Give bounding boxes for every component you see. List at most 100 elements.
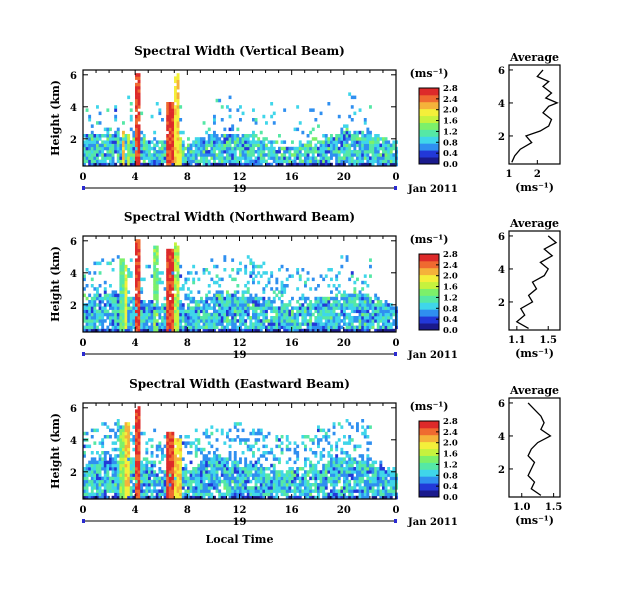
heatmap-cell — [171, 328, 175, 333]
heatmap-cell — [223, 319, 227, 323]
colorbar-swatch — [419, 254, 439, 262]
heatmap-cell — [96, 489, 99, 493]
heatmap-cell — [215, 467, 219, 471]
heatmap-cell — [379, 473, 383, 477]
heatmap-cell — [166, 290, 170, 294]
heatmap-cell — [265, 476, 268, 481]
heatmap-cell — [88, 483, 92, 487]
heatmap-cell — [127, 492, 131, 497]
heatmap-cell — [348, 134, 352, 138]
heatmap-cell — [343, 467, 346, 471]
heatmap-cell — [153, 483, 157, 487]
heatmap-cell — [98, 146, 102, 151]
heatmap-cell — [317, 319, 320, 323]
heatmap-cell — [382, 156, 385, 160]
heatmap-cell — [98, 121, 102, 125]
heatmap-cell — [254, 159, 258, 164]
heatmap-cell — [387, 467, 391, 471]
heatmap-cell — [270, 316, 274, 320]
heatmap-cell — [246, 137, 250, 141]
heatmap-cell — [280, 287, 284, 291]
heatmap-cell — [285, 159, 289, 164]
heatmap-cell — [340, 451, 344, 455]
heatmap-cell — [335, 492, 339, 497]
heatmap-cell — [106, 463, 110, 468]
heatmap-cell — [376, 312, 380, 317]
heatmap-cell — [194, 444, 198, 449]
heatmap-cell — [228, 274, 232, 278]
heatmap-cell — [257, 495, 261, 500]
heatmap-cell — [392, 467, 396, 471]
heatmap-cell — [176, 325, 180, 330]
heatmap-cell — [137, 271, 141, 275]
heatmap-cell — [176, 290, 180, 294]
heatmap-cell — [171, 111, 175, 116]
heatmap-cell — [153, 428, 157, 433]
heatmap-cell — [124, 293, 128, 298]
heatmap-cell — [90, 306, 94, 310]
heatmap-cell — [109, 153, 112, 157]
heatmap-cell — [174, 76, 177, 80]
heatmap-cell — [148, 140, 151, 144]
heatmap-cell — [135, 460, 138, 465]
heatmap-cell — [215, 300, 219, 304]
heatmap-cell — [298, 479, 302, 484]
heatmap-cell — [179, 328, 183, 333]
heatmap-cell — [90, 470, 94, 474]
heatmap-cell — [233, 476, 237, 481]
heatmap-cell — [374, 156, 378, 160]
x-tick-label: 16 — [285, 505, 299, 516]
heatmap-cell — [319, 159, 323, 164]
heatmap-cell — [210, 492, 214, 497]
heatmap-cell — [231, 312, 235, 317]
heatmap-cell — [213, 134, 216, 138]
colorbar-tick-label: 0.4 — [443, 482, 458, 492]
heatmap-cell — [353, 328, 357, 333]
heatmap-cell — [161, 143, 164, 148]
heatmap-cell — [322, 134, 326, 138]
heatmap-cell — [197, 476, 201, 481]
heatmap-cell — [127, 325, 131, 330]
heatmap-cell — [166, 156, 170, 160]
heatmap-cell — [106, 261, 110, 266]
heatmap-cell — [103, 435, 107, 439]
heatmap-cell — [374, 495, 378, 500]
heatmap-cell — [272, 325, 276, 330]
heatmap-cell — [103, 467, 107, 471]
heatmap-cell — [330, 489, 333, 493]
heatmap-cell — [361, 325, 365, 330]
heatmap-cell — [257, 306, 261, 310]
heatmap-cell — [83, 319, 86, 323]
heatmap-cell — [319, 319, 323, 323]
heatmap-cell — [163, 140, 167, 144]
heatmap-cell — [202, 483, 206, 487]
heatmap-cell — [283, 303, 287, 307]
heatmap-cell — [119, 438, 123, 442]
heatmap-cell — [210, 153, 214, 157]
heatmap-cell — [101, 463, 105, 468]
heatmap-cell — [231, 150, 235, 154]
heatmap-cell — [174, 495, 177, 500]
heatmap-cell — [296, 495, 300, 500]
heatmap-cell — [311, 277, 315, 282]
heatmap-cell — [319, 428, 323, 433]
heatmap-cell — [155, 290, 159, 294]
heatmap-cell — [304, 463, 307, 468]
heatmap-cell — [350, 156, 354, 160]
heatmap-cell — [137, 489, 141, 493]
heatmap-cell — [387, 306, 391, 310]
heatmap-cell — [252, 316, 255, 320]
heatmap-cell — [205, 319, 209, 323]
heatmap-cell — [83, 146, 86, 151]
heatmap-cell — [140, 140, 144, 144]
heatmap-cell — [194, 146, 198, 151]
heatmap-cell — [194, 322, 198, 326]
heatmap-cell — [332, 486, 336, 490]
colorbar-swatch — [419, 483, 439, 491]
heatmap-cell — [218, 495, 222, 500]
heatmap-cell — [114, 325, 118, 330]
heatmap-cell — [288, 328, 292, 333]
heatmap-cell — [132, 296, 136, 301]
heatmap-cell — [228, 108, 232, 112]
heatmap-cell — [166, 444, 170, 449]
